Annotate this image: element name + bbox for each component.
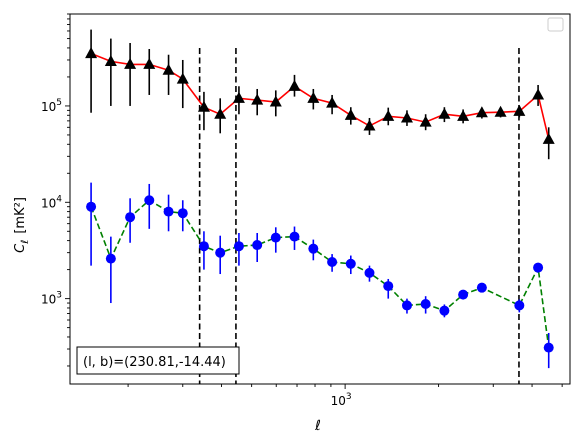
y-axis-label: Cℓ [mK²] — [13, 197, 31, 253]
upper-point — [344, 108, 357, 120]
lower-point — [308, 243, 319, 254]
y-axis-label-subscript: ℓ — [20, 240, 31, 244]
lower-point — [533, 262, 544, 273]
upper-point — [363, 119, 376, 131]
lower-point — [439, 305, 450, 316]
upper-point — [419, 115, 432, 127]
lower-point — [345, 258, 356, 269]
lower-series-line — [90, 199, 550, 348]
lower-point — [420, 298, 431, 309]
upper-point — [382, 109, 395, 121]
x-tick-label: 103 — [331, 392, 352, 408]
lower-point — [327, 256, 338, 267]
upper-point — [251, 93, 264, 105]
plot-area — [85, 29, 555, 384]
upper-point — [124, 57, 137, 69]
upper-point — [326, 96, 339, 108]
upper-point — [176, 72, 189, 84]
upper-point — [85, 47, 98, 59]
upper-point — [513, 104, 526, 116]
upper-point — [438, 107, 451, 119]
x-axis-label: ℓ — [314, 418, 321, 434]
lower-point — [233, 241, 244, 252]
upper-point — [542, 132, 555, 144]
lower-point — [252, 240, 263, 251]
upper-point — [232, 91, 245, 103]
lower-point — [514, 300, 525, 311]
svg-text:Cℓ[mK²]: Cℓ [mK²] — [13, 197, 31, 253]
y-axis-label-unit: [mK²] — [13, 197, 28, 234]
upper-point — [197, 100, 210, 112]
lower-point — [364, 267, 375, 278]
lower-point — [401, 300, 412, 311]
upper-point — [457, 109, 470, 121]
lower-point — [177, 208, 188, 219]
lower-point — [163, 206, 174, 217]
annotation: (l, b)=(230.81,-14.44) — [76, 346, 240, 375]
upper-point — [288, 79, 301, 91]
upper-point — [532, 88, 545, 100]
lower-point — [144, 195, 155, 206]
y-tick-label: 104 — [41, 194, 62, 210]
lower-point — [383, 281, 394, 292]
upper-point — [400, 111, 413, 123]
annotation-text: (l, b)=(230.81,-14.44) — [83, 355, 226, 370]
y-tick-label: 103 — [41, 291, 62, 307]
upper-point — [269, 95, 282, 107]
upper-point — [104, 54, 117, 66]
upper-point — [494, 105, 507, 117]
upper-point — [162, 63, 175, 75]
axes: 103 104 105 103 — [41, 13, 563, 408]
upper-point — [214, 107, 227, 119]
upper-point — [143, 57, 156, 69]
lower-point — [198, 241, 209, 252]
lower-point — [270, 232, 281, 243]
legend-box — [547, 17, 564, 32]
lower-point — [289, 231, 300, 242]
lower-point — [215, 247, 226, 258]
annotation-box — [76, 346, 240, 375]
lower-point — [86, 201, 97, 212]
y-axis-label-symbol: C — [13, 243, 28, 253]
lower-point — [105, 253, 116, 264]
upper-point — [307, 91, 320, 103]
lower-point — [543, 342, 554, 353]
upper-point — [475, 106, 488, 118]
upper-series-line — [90, 52, 550, 140]
plot-frame — [69, 13, 571, 385]
lower-point — [476, 282, 487, 293]
lower-point — [125, 212, 136, 223]
lower-point — [458, 289, 469, 300]
y-tick-label: 105 — [41, 98, 62, 114]
